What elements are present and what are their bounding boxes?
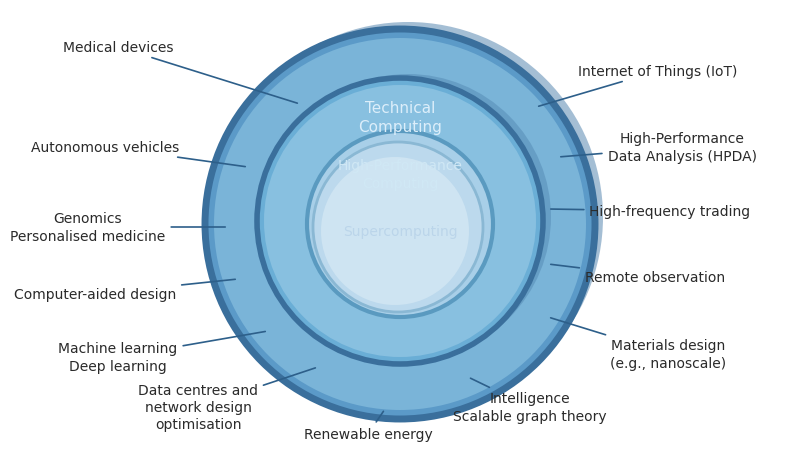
Text: High-Performance
Data Analysis (HPDA): High-Performance Data Analysis (HPDA) (561, 132, 757, 163)
Text: Technical
Computing: Technical Computing (358, 101, 442, 135)
Text: Remote observation: Remote observation (550, 265, 725, 284)
Ellipse shape (264, 86, 536, 357)
Ellipse shape (257, 79, 543, 364)
Text: High-frequency trading: High-frequency trading (550, 205, 750, 218)
Ellipse shape (313, 143, 483, 312)
Text: Renewable energy: Renewable energy (304, 411, 432, 441)
Text: Autonomous vehicles: Autonomous vehicles (31, 141, 246, 167)
Text: Materials design
(e.g., nanoscale): Materials design (e.g., nanoscale) (550, 318, 726, 370)
Text: Machine learning
Deep learning: Machine learning Deep learning (58, 332, 266, 373)
Text: Intelligence
Scalable graph theory: Intelligence Scalable graph theory (453, 379, 607, 423)
Ellipse shape (213, 23, 603, 412)
Text: Computer-aided design: Computer-aided design (14, 280, 235, 301)
Text: Internet of Things (IoT): Internet of Things (IoT) (538, 65, 738, 107)
Ellipse shape (265, 75, 551, 360)
Ellipse shape (205, 30, 595, 419)
Ellipse shape (321, 157, 469, 305)
Text: Genomics
Personalised medicine: Genomics Personalised medicine (10, 212, 226, 243)
Text: Data centres and
network design
optimisation: Data centres and network design optimisa… (138, 368, 315, 431)
Ellipse shape (214, 39, 586, 410)
Text: High-Performance
Computing: High-Performance Computing (338, 158, 462, 191)
Text: Supercomputing: Supercomputing (342, 224, 458, 238)
Ellipse shape (307, 131, 493, 317)
Text: Medical devices: Medical devices (62, 41, 298, 104)
